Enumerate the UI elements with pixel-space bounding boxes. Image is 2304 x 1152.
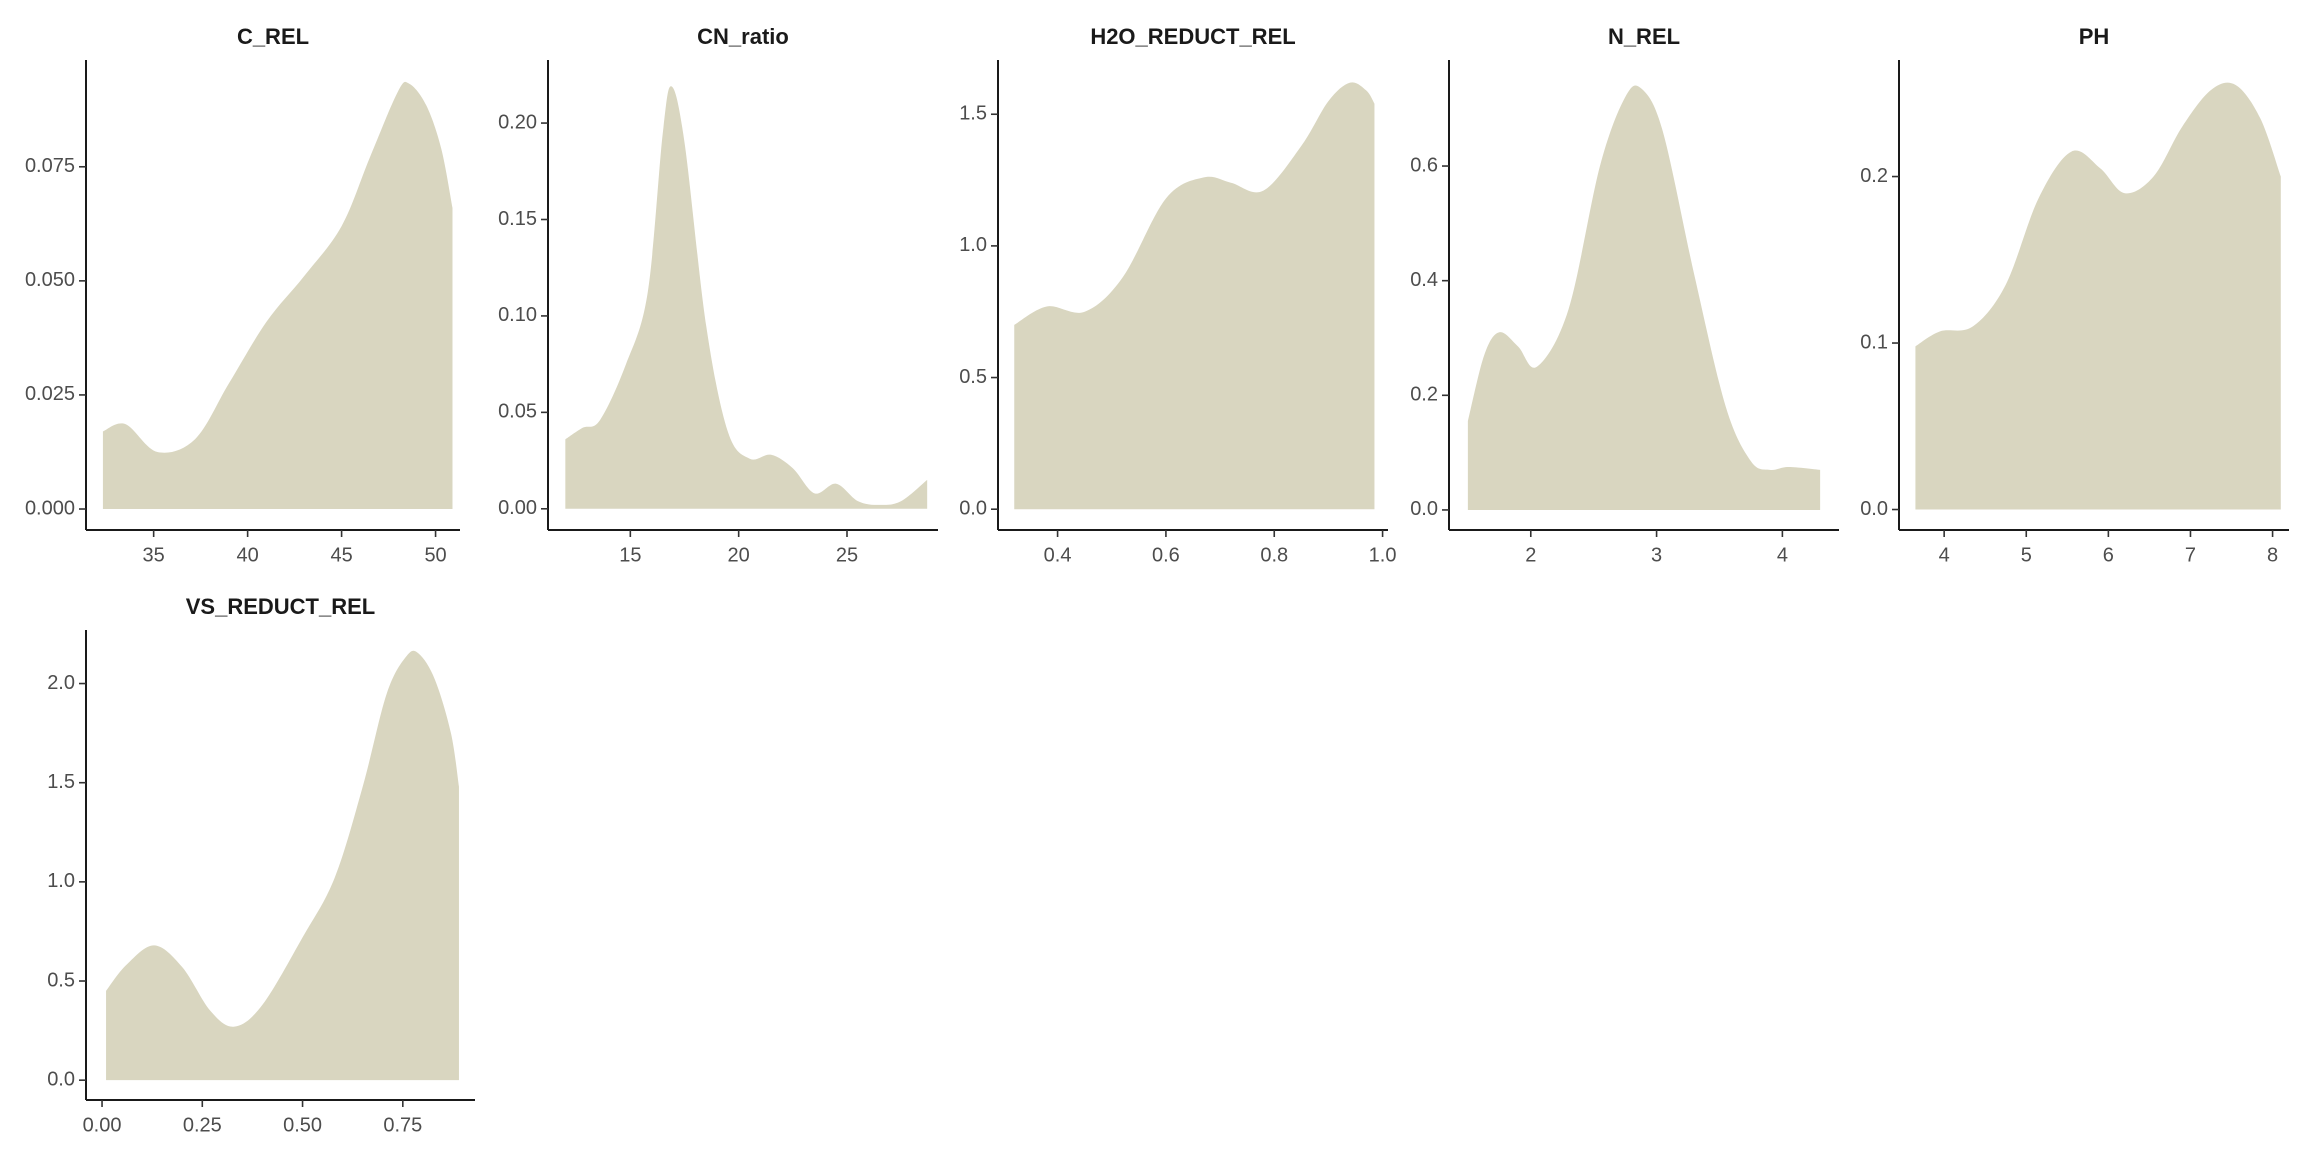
panel-c-rel: C_REL 35 40 45 50 0.000 0.025 0.050 0.075	[25, 24, 460, 566]
panel-title: PH	[2079, 24, 2110, 49]
x-tick-label: 40	[237, 544, 259, 566]
x-tick-label: 1.0	[1369, 544, 1397, 566]
x-tick-label: 0.6	[1152, 544, 1180, 566]
y-tick-label: 0.00	[498, 497, 537, 519]
panel-title: C_REL	[237, 24, 309, 49]
panel-title: VS_REDUCT_REL	[186, 594, 375, 619]
y-tick-label: 0.20	[498, 111, 537, 133]
x-tick-label: 2	[1525, 544, 1536, 566]
x-tick-label: 0.4	[1044, 544, 1072, 566]
y-tick-label: 0.10	[498, 304, 537, 326]
density-area	[565, 86, 928, 509]
x-tick-label: 35	[143, 544, 165, 566]
y-tick-label: 0.0	[1410, 498, 1438, 520]
density-area	[1467, 85, 1821, 510]
x-tick-label: 0.25	[183, 1114, 222, 1136]
y-tick-label: 0.5	[47, 969, 75, 991]
y-tick-label: 0.15	[498, 208, 537, 230]
density-area	[1014, 82, 1375, 510]
x-tick-label: 0.50	[283, 1114, 322, 1136]
x-tick-label: 15	[619, 544, 641, 566]
x-tick-label: 0.75	[383, 1114, 422, 1136]
panel-title: H2O_REDUCT_REL	[1090, 24, 1295, 49]
panel-title: CN_ratio	[697, 24, 789, 49]
y-tick-label: 2.0	[47, 672, 75, 694]
panel-n-rel: N_REL 2 3 4 0.0 0.2 0.4 0.6	[1410, 24, 1839, 566]
y-tick-label: 0.025	[25, 383, 75, 405]
y-tick-label: 0.1	[1860, 331, 1888, 353]
x-tick-label: 4	[1777, 544, 1788, 566]
y-tick-label: 0.05	[498, 401, 537, 423]
x-tick-label: 25	[836, 544, 858, 566]
x-tick-label: 3	[1651, 544, 1662, 566]
y-tick-label: 1.5	[959, 103, 987, 125]
panel-h2o-reduct-rel: H2O_REDUCT_REL 0.4 0.6 0.8 1.0 0.0 0.5 1.0 1.5	[959, 24, 1396, 566]
panel-cn-ratio: CN_ratio 15 20 25 0.00 0.05 0.10 0.15 0.20	[498, 24, 938, 566]
density-area	[1915, 82, 2281, 510]
y-tick-label: 0.000	[25, 497, 75, 519]
y-tick-label: 0.075	[25, 155, 75, 177]
x-tick-label: 6	[2103, 544, 2114, 566]
y-tick-label: 0.050	[25, 269, 75, 291]
x-tick-label: 7	[2185, 544, 2196, 566]
y-tick-label: 0.2	[1410, 384, 1438, 406]
y-tick-label: 0.6	[1410, 154, 1438, 176]
x-tick-label: 4	[1939, 544, 1950, 566]
x-tick-label: 45	[330, 544, 352, 566]
y-tick-label: 0.5	[959, 366, 987, 388]
y-tick-label: 0.0	[1860, 498, 1888, 520]
x-tick-label: 50	[424, 544, 446, 566]
x-tick-label: 5	[2021, 544, 2032, 566]
x-tick-label: 0.8	[1260, 544, 1288, 566]
panel-title: N_REL	[1608, 24, 1680, 49]
y-tick-label: 1.0	[47, 870, 75, 892]
x-tick-label: 8	[2267, 544, 2278, 566]
density-area	[102, 81, 453, 510]
panel-vs-reduct-rel: VS_REDUCT_REL 0.00 0.25 0.50 0.75 0.0 0.5 1.0 1.…	[47, 594, 475, 1136]
y-tick-label: 0.0	[47, 1068, 75, 1090]
y-tick-label: 0.0	[959, 497, 987, 519]
x-tick-label: 20	[728, 544, 750, 566]
x-tick-label: 0.00	[83, 1114, 122, 1136]
y-tick-label: 0.2	[1860, 165, 1888, 187]
y-tick-label: 1.0	[959, 234, 987, 256]
panel-ph: PH 4 5 6 7 8 0.0 0.1 0.2	[1860, 24, 2289, 566]
density-area	[106, 650, 459, 1081]
y-tick-label: 0.4	[1410, 269, 1438, 291]
y-tick-label: 1.5	[47, 771, 75, 793]
